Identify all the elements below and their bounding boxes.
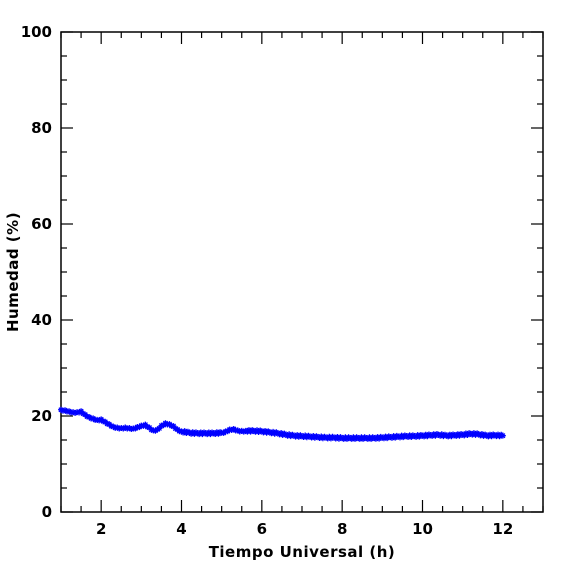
series-markers [58,406,506,442]
data-point [172,425,179,432]
y-tick-label: 100 [21,23,52,41]
x-tick-label: 8 [337,520,347,538]
data-point [234,427,241,434]
y-tick-label: 20 [31,407,52,425]
x-axis-title: Tiempo Universal (h) [209,543,396,561]
data-point [58,406,64,413]
plot-frame [60,31,544,513]
y-tick-label: 40 [31,311,52,329]
data-point [240,428,247,435]
data-point [170,423,177,430]
data-series [58,406,506,442]
x-tick-label: 6 [257,520,267,538]
data-point [114,424,121,431]
data-point [70,409,77,416]
data-point [146,424,153,431]
data-point [126,425,133,431]
y-tick-label: 80 [31,119,52,137]
data-point [238,427,245,434]
y-tick-label: 60 [31,215,52,233]
x-tick-label: 2 [96,520,106,538]
x-tick-label: 12 [492,520,513,538]
data-point [156,425,163,432]
data-point [142,421,149,428]
data-point [96,417,103,424]
data-point [499,432,506,439]
axis-ticks [60,31,544,513]
data-point [80,410,87,417]
data-point [228,427,235,433]
data-point [78,408,85,415]
data-point [120,425,127,432]
data-point [122,424,129,431]
y-tick-label: 0 [42,503,52,521]
y-axis-title: Humedad (%) [4,212,22,332]
x-tick-label: 10 [412,520,433,538]
data-point [72,409,79,416]
x-tick-label: 4 [176,520,186,538]
tick-labels: 2 4 6 8 10 12 0 20 40 60 80 100 [21,23,514,538]
